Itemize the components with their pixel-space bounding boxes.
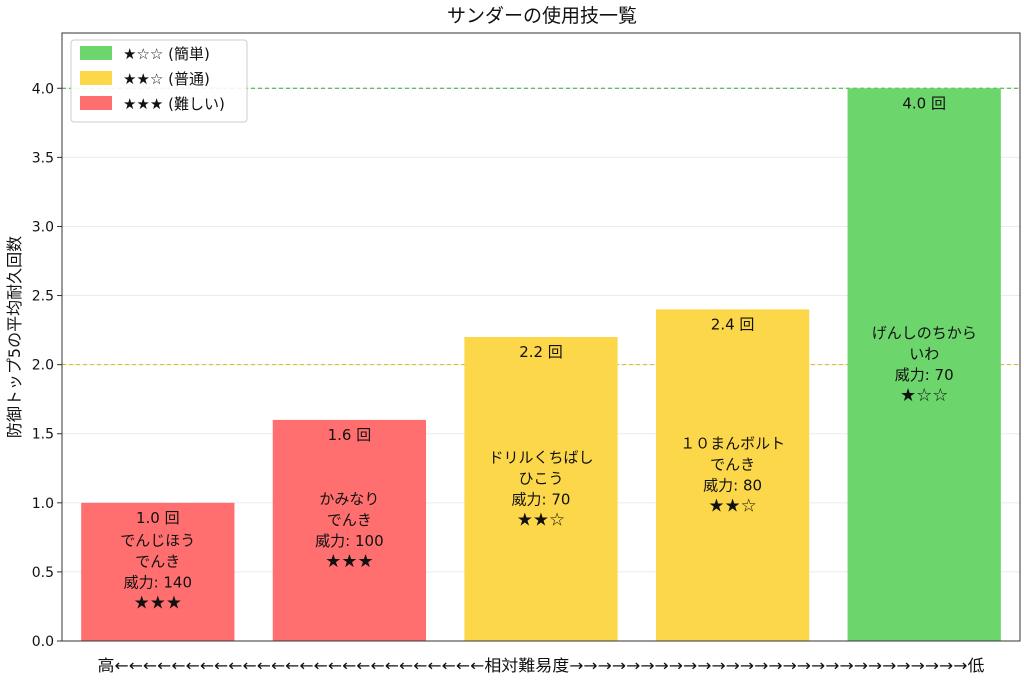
y-tick-label: 3.0 <box>32 219 54 235</box>
y-tick-label: 1.0 <box>32 496 54 512</box>
bar-value-label: 4.0 回 <box>902 94 946 112</box>
bar <box>847 88 1001 642</box>
legend-swatch <box>80 71 112 85</box>
bar-move-info: ひこう <box>518 470 563 488</box>
bar-move-info: 威力: 70 <box>895 366 954 384</box>
legend-entry-label: ★★☆ (普通) <box>123 70 210 88</box>
bar-move-info: 威力: 140 <box>124 573 192 591</box>
bar-move-info: ドリルくちばし <box>488 449 593 467</box>
legend-swatch <box>80 46 112 60</box>
y-tick-label: 2.0 <box>32 358 54 374</box>
x-axis-label: 高←←←←←←←←←←←←←←←←←←←←←←←←←←相対難易度→→→→→→→→… <box>98 656 985 675</box>
bar <box>272 419 427 641</box>
legend: ★☆☆ (簡単) ★★☆ (普通) ★★★ (難しい) <box>70 39 248 123</box>
y-tick-label: 4.0 <box>32 81 54 97</box>
bar-move-info: かみなり <box>319 490 379 508</box>
bar <box>81 502 235 641</box>
bar-move-info: １０まんボルト <box>680 435 785 453</box>
bar-value-label: 1.0 回 <box>136 509 180 527</box>
bar-difficulty-stars: ★★☆ <box>517 510 565 531</box>
y-tick-label: 3.5 <box>32 150 54 166</box>
chart-title: サンダーの使用技一覧 <box>447 5 637 27</box>
bar-difficulty-stars: ★★☆ <box>708 496 756 517</box>
bar-value-label: 2.4 回 <box>711 315 755 333</box>
legend-entry-label: ★☆☆ (簡単) <box>123 45 210 63</box>
bar-move-info: でんき <box>710 456 755 474</box>
bar-value-label: 2.2 回 <box>519 343 563 361</box>
bar-move-info: でんじほう <box>120 531 195 549</box>
legend-box <box>70 39 248 123</box>
bar <box>464 337 618 641</box>
plot-frame <box>61 32 1021 642</box>
y-tick-label: 1.5 <box>32 427 54 443</box>
bar-move-info: でんき <box>135 552 180 570</box>
legend-entry-label: ★★★ (難しい) <box>123 95 225 113</box>
y-axis-ticks: 0.0 0.5 1.0 1.5 2.0 2.5 3.0 3.5 4.0 <box>32 81 62 650</box>
bar <box>655 309 810 641</box>
y-axis-label: 防御トップ5の平均耐久回数 <box>5 236 24 438</box>
bar-move-info: でんき <box>327 511 372 529</box>
bar-move-info: げんしのちから <box>872 324 977 342</box>
bar-difficulty-stars: ★★★ <box>134 592 182 613</box>
y-tick-label: 2.5 <box>32 289 54 305</box>
y-tick-label: 0.0 <box>32 634 54 650</box>
bar-move-info: いわ <box>909 345 939 363</box>
bar-difficulty-stars: ★★★ <box>325 551 373 572</box>
bar-move-info: 威力: 70 <box>512 491 571 509</box>
bar-value-label: 1.6 回 <box>328 426 372 444</box>
bar-move-info: 威力: 100 <box>315 532 383 550</box>
legend-swatch <box>80 96 112 110</box>
y-tick-label: 0.5 <box>32 565 54 581</box>
bar-difficulty-stars: ★☆☆ <box>900 385 948 406</box>
bar-move-info: 威力: 80 <box>703 477 762 495</box>
